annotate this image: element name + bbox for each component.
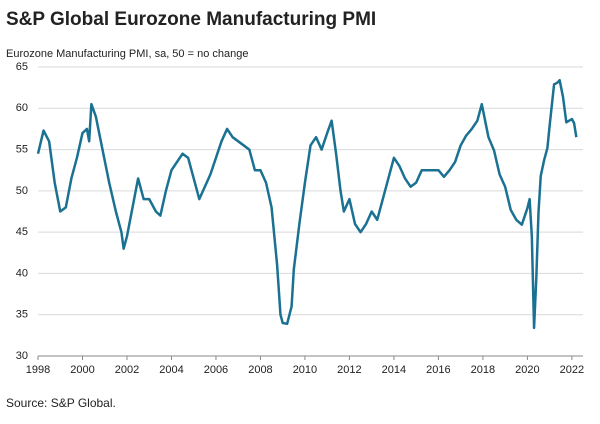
- y-tick-label: 55: [16, 143, 28, 155]
- x-tick-label: 2008: [248, 364, 272, 376]
- x-tick-label: 2018: [471, 364, 495, 376]
- y-tick-label: 35: [16, 309, 28, 321]
- y-tick-label: 65: [16, 61, 28, 73]
- x-tick-label: 1998: [26, 364, 50, 376]
- x-tick-label: 2012: [337, 364, 361, 376]
- y-tick-label: 60: [16, 102, 28, 114]
- x-tick-label: 2002: [115, 364, 139, 376]
- y-tick-label: 40: [16, 267, 28, 279]
- x-tick-label: 2006: [204, 364, 228, 376]
- y-tick-label: 50: [16, 185, 28, 197]
- x-tick-label: 2016: [426, 364, 450, 376]
- y-tick-label: 30: [16, 350, 28, 362]
- y-tick-label: 45: [16, 226, 28, 238]
- data-line: [36, 78, 578, 330]
- x-tick-label: 2022: [560, 364, 584, 376]
- x-tick-label: 2004: [159, 364, 183, 376]
- x-tick-label: 2020: [515, 364, 539, 376]
- source-note: Source: S&P Global.: [6, 396, 116, 410]
- chart-subtitle: Eurozone Manufacturing PMI, sa, 50 = no …: [6, 48, 248, 60]
- x-tick-label: 2000: [70, 364, 94, 376]
- chart-title: S&P Global Eurozone Manufacturing PMI: [6, 9, 376, 30]
- x-tick-label: 2014: [382, 364, 406, 376]
- x-tick-label: 2010: [293, 364, 317, 376]
